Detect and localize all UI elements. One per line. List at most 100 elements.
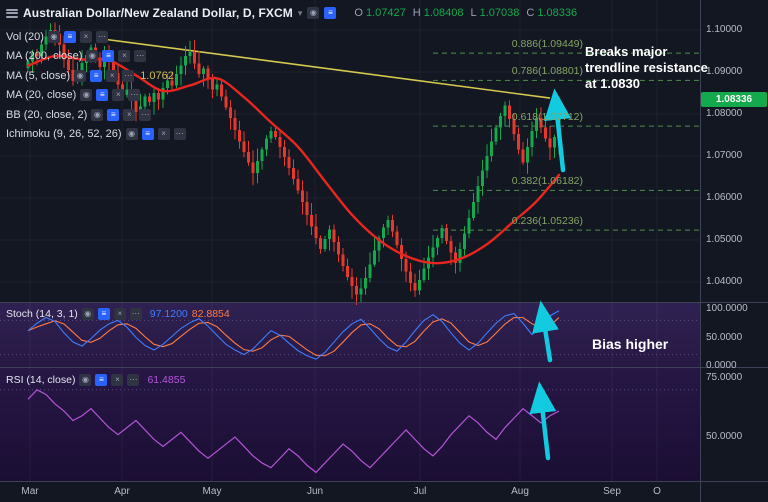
eye-icon[interactable]: ◉ bbox=[47, 31, 60, 43]
time-axis-label: Jul bbox=[413, 486, 427, 497]
indicator-row: MA (5, close) ◉ ≡ × ⋯ 1.0762 bbox=[6, 69, 174, 83]
price-tick-label: 1.08000 bbox=[706, 108, 743, 119]
more-icon[interactable]: ⋯ bbox=[127, 374, 140, 386]
candle-body bbox=[206, 68, 210, 79]
rsi-label[interactable]: RSI (14, close) bbox=[6, 374, 76, 386]
eye-icon[interactable]: ◉ bbox=[91, 108, 104, 121]
time-axis-label: May bbox=[202, 486, 222, 497]
more-icon[interactable]: ⋯ bbox=[173, 128, 186, 140]
more-icon[interactable]: ⋯ bbox=[128, 89, 141, 102]
close-icon[interactable]: × bbox=[112, 89, 125, 102]
eye-icon[interactable]: ◉ bbox=[74, 69, 87, 82]
close-value: 1.08336 bbox=[537, 7, 578, 19]
candle-body bbox=[247, 151, 250, 163]
indicator-label[interactable]: MA (20, close) bbox=[6, 89, 77, 102]
indicator-label[interactable]: BB (20, close, 2) bbox=[6, 108, 88, 121]
candle-body bbox=[287, 156, 291, 168]
more-icon[interactable]: ⋯ bbox=[139, 108, 152, 121]
trendline-drawing[interactable] bbox=[104, 38, 551, 99]
settings-icon[interactable]: ≡ bbox=[95, 374, 108, 386]
price-tick-label: 1.05000 bbox=[706, 234, 743, 245]
candle-body bbox=[494, 127, 498, 142]
candle-body bbox=[184, 56, 187, 66]
eye-icon[interactable]: ◉ bbox=[79, 374, 92, 386]
stoch-tick-label: 100.0000 bbox=[706, 303, 748, 314]
settings-icon[interactable]: ≡ bbox=[96, 89, 109, 102]
candle-body bbox=[440, 228, 444, 238]
candle-body bbox=[373, 250, 376, 265]
price-axis[interactable]: 1.10000 1.09000 1.08000 1.07000 1.06000 1.050… bbox=[701, 0, 768, 482]
candle-body bbox=[179, 65, 183, 75]
indicator-row: MA (20, close) ◉ ≡ × ⋯ bbox=[6, 88, 141, 102]
price-tick-label: 1.10000 bbox=[706, 24, 743, 35]
settings-icon[interactable]: ≡ bbox=[90, 69, 103, 82]
more-icon[interactable]: ⋯ bbox=[134, 50, 147, 63]
high-value: 1.08408 bbox=[423, 7, 464, 19]
settings-icon[interactable]: ≡ bbox=[97, 308, 110, 320]
rsi-line[interactable] bbox=[27, 389, 560, 474]
candle-body bbox=[40, 44, 43, 57]
candle-body bbox=[62, 44, 66, 60]
eye-icon[interactable]: ◉ bbox=[86, 50, 99, 63]
candle-body bbox=[391, 219, 394, 232]
symbol-title[interactable]: Australian Dollar/New Zealand Dollar, D,… bbox=[23, 6, 293, 20]
candle-body bbox=[413, 282, 417, 291]
up-arrow-drawing[interactable] bbox=[544, 88, 572, 173]
indicator-value: 1.0762 bbox=[140, 69, 174, 82]
candle-body bbox=[472, 202, 475, 219]
candle-body bbox=[224, 96, 228, 108]
candle-body bbox=[355, 286, 358, 295]
indicator-label[interactable]: Vol (20) bbox=[6, 31, 44, 43]
close-icon[interactable]: × bbox=[79, 31, 92, 43]
close-icon[interactable]: × bbox=[118, 50, 131, 63]
ma-200-line[interactable] bbox=[26, 54, 561, 265]
chevron-down-icon[interactable]: ▾ bbox=[297, 7, 303, 18]
candle-body bbox=[31, 53, 34, 62]
more-icon[interactable]: ⋯ bbox=[129, 308, 142, 320]
time-axis-label: Mar bbox=[21, 486, 39, 497]
close-label: C bbox=[526, 7, 535, 19]
time-axis[interactable]: Mar Apr May Jun Jul Aug Sep O bbox=[0, 482, 768, 502]
candle-body bbox=[382, 227, 385, 238]
eye-icon[interactable]: ◉ bbox=[81, 308, 94, 320]
trendline-break-annotation: Breaks major trendline resistance at 1.0… bbox=[585, 44, 708, 91]
settings-icon[interactable]: ≡ bbox=[63, 31, 76, 43]
close-icon[interactable]: × bbox=[106, 69, 119, 82]
candle-body bbox=[314, 226, 318, 238]
close-icon[interactable]: × bbox=[113, 308, 126, 320]
more-icon[interactable]: ⋯ bbox=[122, 69, 135, 82]
candle-body bbox=[170, 80, 174, 86]
candle-body bbox=[175, 74, 178, 86]
up-arrow-drawing[interactable] bbox=[529, 381, 557, 461]
indicator-label[interactable]: MA (5, close) bbox=[6, 69, 71, 82]
candle-body bbox=[319, 237, 322, 250]
settings-icon[interactable]: ≡ bbox=[324, 7, 337, 19]
indicator-label[interactable]: MA (200, close) bbox=[6, 50, 83, 63]
more-icon[interactable]: ⋯ bbox=[95, 31, 108, 43]
indicator-label[interactable]: Ichimoku (9, 26, 52, 26) bbox=[6, 128, 122, 140]
up-arrow-drawing[interactable] bbox=[532, 300, 559, 363]
fib-level-label: 0.382(1.06182) bbox=[511, 175, 583, 188]
stoch-d-line[interactable] bbox=[27, 316, 560, 357]
candle-body bbox=[251, 162, 255, 173]
candle-body bbox=[283, 146, 286, 157]
candle-body bbox=[71, 69, 75, 82]
candle-body bbox=[553, 137, 556, 148]
stoch-label[interactable]: Stoch (14, 3, 1) bbox=[6, 308, 78, 320]
close-icon[interactable]: × bbox=[111, 374, 124, 386]
eye-icon[interactable]: ◉ bbox=[125, 128, 138, 140]
stoch-k-line[interactable] bbox=[27, 310, 560, 360]
candle-body bbox=[242, 141, 246, 152]
settings-icon[interactable]: ≡ bbox=[141, 128, 154, 140]
menu-icon[interactable] bbox=[6, 8, 18, 18]
close-icon[interactable]: × bbox=[123, 108, 136, 121]
candle-body bbox=[422, 268, 426, 280]
candle-body bbox=[539, 118, 543, 128]
settings-icon[interactable]: ≡ bbox=[102, 50, 115, 63]
settings-icon[interactable]: ≡ bbox=[107, 108, 120, 121]
close-icon[interactable]: × bbox=[157, 128, 170, 140]
eye-icon[interactable]: ◉ bbox=[307, 7, 320, 19]
rsi-legend: RSI (14, close) ◉ ≡ × ⋯ 61.4855 bbox=[6, 374, 185, 386]
eye-icon[interactable]: ◉ bbox=[80, 89, 93, 102]
